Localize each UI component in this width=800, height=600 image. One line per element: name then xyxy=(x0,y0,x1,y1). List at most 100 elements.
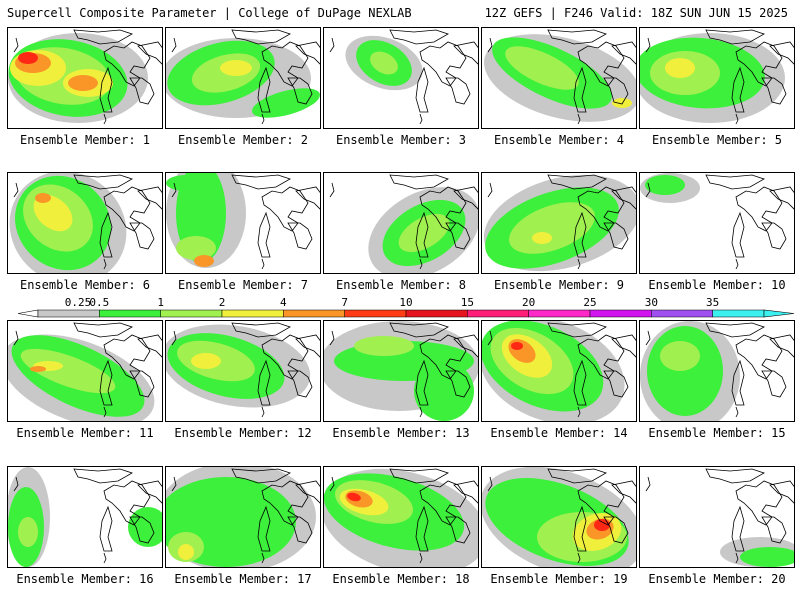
great-lakes-outline xyxy=(547,174,607,190)
great-lakes-outline xyxy=(389,174,449,190)
great-lakes-outline xyxy=(735,41,783,87)
scp-field-map xyxy=(324,468,478,567)
lake-outline xyxy=(171,330,177,346)
great-lakes-outline xyxy=(453,334,478,358)
great-lakes-outline xyxy=(295,41,320,65)
scp-contour-green xyxy=(645,175,685,195)
ensemble-member-label: Ensemble Member: 15 xyxy=(648,426,786,440)
great-lakes-outline xyxy=(735,186,783,232)
scp-contour-yellow xyxy=(532,232,552,244)
ensemble-member-map xyxy=(7,320,163,422)
lake-outline xyxy=(577,552,581,564)
great-lakes-outline xyxy=(445,222,471,250)
lake-outline xyxy=(645,476,651,492)
ensemble-member-map xyxy=(481,172,637,274)
lake-outline xyxy=(645,182,651,198)
ensemble-member-label: Ensemble Member: 11 xyxy=(16,426,154,440)
great-lakes-outline xyxy=(99,359,113,406)
great-lakes-outline xyxy=(287,77,313,105)
lake-outline xyxy=(577,406,581,418)
ensemble-member-label: Ensemble Member: 19 xyxy=(490,572,628,586)
great-lakes-outline xyxy=(445,370,471,398)
scp-contour-red xyxy=(18,52,38,64)
lake-outline xyxy=(329,476,335,492)
lake-outline xyxy=(329,182,335,198)
great-lakes-outline xyxy=(73,29,133,45)
great-lakes-outline xyxy=(389,468,449,484)
lake-outline xyxy=(13,182,19,198)
great-lakes-outline xyxy=(419,334,467,380)
great-lakes-outline xyxy=(415,359,429,406)
great-lakes-outline xyxy=(611,334,636,358)
great-lakes-outline xyxy=(261,334,309,380)
great-lakes-outline xyxy=(761,516,787,544)
lake-outline xyxy=(171,476,177,492)
scp-field-map xyxy=(483,174,636,272)
scp-field-map xyxy=(9,173,162,273)
colorbar-segment xyxy=(467,309,529,318)
scp-field-map xyxy=(482,467,636,567)
lake-outline xyxy=(261,113,265,125)
scp-contour-red xyxy=(347,492,361,502)
ensemble-member-map xyxy=(7,27,163,129)
ensemble-member-map xyxy=(481,27,637,129)
scp-field-map xyxy=(329,174,478,273)
ensemble-member-label: Ensemble Member: 3 xyxy=(335,133,467,147)
great-lakes-outline xyxy=(137,480,162,504)
great-lakes-outline xyxy=(577,334,625,380)
colorbar-tick-label: 30 xyxy=(644,296,658,309)
scp-field-map xyxy=(8,322,162,421)
colorbar-tick-label: 20 xyxy=(522,296,536,309)
colorbar-segment xyxy=(589,309,652,318)
great-lakes-outline xyxy=(137,186,162,210)
ensemble-member-map xyxy=(323,320,479,422)
great-lakes-outline xyxy=(769,334,794,358)
ensemble-member-map xyxy=(639,320,795,422)
ensemble-member-map xyxy=(165,172,321,274)
great-lakes-outline xyxy=(547,29,607,45)
great-lakes-outline xyxy=(547,468,607,484)
ensemble-member-map xyxy=(639,172,795,274)
great-lakes-outline xyxy=(731,211,745,258)
great-lakes-outline xyxy=(453,480,478,504)
great-lakes-outline xyxy=(415,505,429,552)
lake-outline xyxy=(487,182,493,198)
colorbar-segment xyxy=(651,309,713,318)
ensemble-member-map xyxy=(165,27,321,129)
lake-outline xyxy=(419,552,423,564)
great-lakes-outline xyxy=(611,41,636,65)
great-lakes-outline xyxy=(603,516,629,544)
lake-outline xyxy=(13,330,19,346)
great-lakes-outline xyxy=(603,77,629,105)
lake-outline xyxy=(419,258,423,270)
scp-field-map xyxy=(645,468,794,567)
lake-outline xyxy=(103,406,107,418)
scp-field-map xyxy=(640,321,794,421)
scp-contour-yellow xyxy=(33,194,73,232)
ensemble-member-map xyxy=(165,320,321,422)
scp-contour-lime xyxy=(398,213,450,253)
lake-outline xyxy=(103,113,107,125)
lake-outline xyxy=(735,552,739,564)
scp-field-map xyxy=(166,467,320,567)
lake-outline xyxy=(735,258,739,270)
ensemble-member-label: Ensemble Member: 8 xyxy=(335,278,467,292)
great-lakes-outline xyxy=(231,322,291,338)
great-lakes-outline xyxy=(731,66,745,113)
lake-outline xyxy=(13,476,19,492)
chart-title: Supercell Composite Parameter | College … xyxy=(7,6,412,20)
ensemble-member-label: Ensemble Member: 17 xyxy=(174,572,312,586)
lake-outline xyxy=(419,406,423,418)
scp-field-map xyxy=(324,321,478,421)
scp-field-map xyxy=(166,29,320,125)
great-lakes-outline xyxy=(129,222,155,250)
ensemble-member-label: Ensemble Member: 10 xyxy=(648,278,786,292)
lake-outline xyxy=(419,113,423,125)
ensemble-member-label: Ensemble Member: 13 xyxy=(332,426,470,440)
great-lakes-outline xyxy=(389,322,449,338)
great-lakes-outline xyxy=(445,77,471,105)
scp-contour-lime xyxy=(176,236,216,260)
great-lakes-outline xyxy=(419,186,467,232)
great-lakes-outline xyxy=(611,480,636,504)
great-lakes-outline xyxy=(137,41,162,65)
